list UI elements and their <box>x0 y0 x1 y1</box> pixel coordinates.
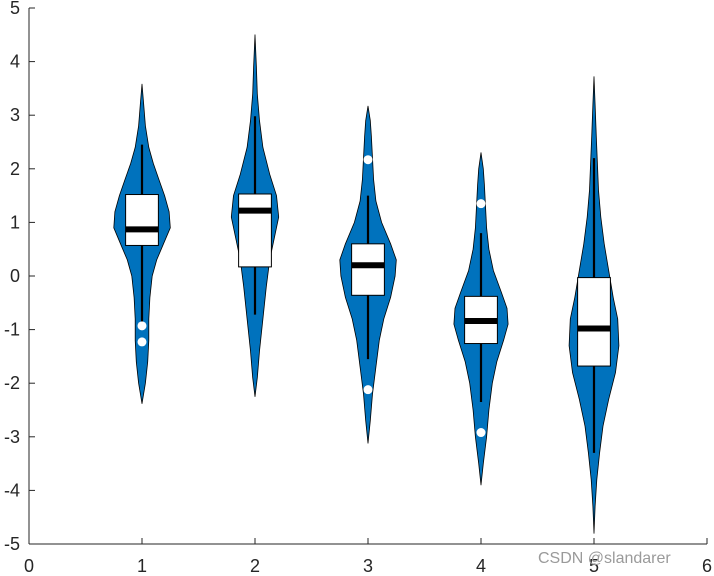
x-tick-label: 1 <box>137 556 147 576</box>
iqr-box <box>238 193 272 268</box>
plot-area <box>113 34 620 534</box>
violin-group-4 <box>453 152 509 486</box>
y-tick-label: -2 <box>4 373 20 393</box>
y-tick-label: 0 <box>10 266 20 286</box>
y-tick-label: -1 <box>4 320 20 340</box>
outlier-point <box>363 155 373 165</box>
violin-group-2 <box>230 34 280 397</box>
x-tick-label: 3 <box>363 556 373 576</box>
y-tick-label: 1 <box>10 212 20 232</box>
x-tick-label: 4 <box>476 556 486 576</box>
outlier-point <box>363 385 373 395</box>
y-tick-label: -5 <box>4 534 20 554</box>
axes: 0 1 2 3 4 5 6 5 4 3 2 1 0 -1 -2 -3 -4 -5 <box>4 0 712 576</box>
y-tick-label: 2 <box>10 159 20 179</box>
x-tick-label: 0 <box>24 556 34 576</box>
violin-group-5 <box>568 76 620 534</box>
outlier-point <box>137 337 147 347</box>
violin-group-1 <box>113 83 171 404</box>
outlier-point <box>476 199 486 209</box>
y-tick-label: -4 <box>4 480 20 500</box>
iqr-box <box>577 277 611 367</box>
x-tick-label: 5 <box>589 556 599 576</box>
y-tick-label: 3 <box>10 105 20 125</box>
y-tick-label: -3 <box>4 427 20 447</box>
outlier-point <box>476 428 486 438</box>
iqr-box <box>351 243 385 296</box>
y-tick-label: 4 <box>10 52 20 72</box>
y-tick-label: 5 <box>10 0 20 18</box>
x-tick-label: 2 <box>250 556 260 576</box>
violin-group-3 <box>339 105 397 444</box>
iqr-box <box>125 194 159 246</box>
x-tick-label: 6 <box>702 556 712 576</box>
outlier-point <box>137 321 147 331</box>
watermark-text: CSDN @slandarer <box>538 550 671 567</box>
